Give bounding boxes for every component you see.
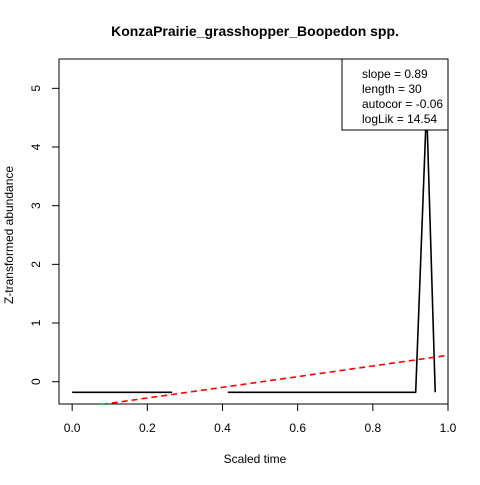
x-axis: 0.0 0.2 0.4 0.6 0.8 1.0 — [64, 403, 457, 435]
y-tick-label: 2 — [29, 261, 43, 268]
plot-area — [72, 105, 448, 404]
chart-title: KonzaPrairie_grasshopper_Boopedon spp. — [111, 23, 399, 39]
y-tick-label: 5 — [29, 85, 43, 92]
x-tick-label: 0.6 — [289, 421, 306, 435]
legend-box — [341, 58, 449, 131]
legend-autocor: autocor = -0.06 — [362, 97, 443, 111]
y-tick-label: 1 — [29, 319, 43, 326]
trend-line — [99, 354, 448, 404]
legend-slope: slope = 0.89 — [362, 67, 428, 81]
x-tick-label: 0.0 — [64, 421, 81, 435]
x-axis-label: Scaled time — [224, 452, 287, 466]
y-axis-label: Z-transformed abundance — [2, 166, 16, 304]
series-line-segment-1 — [227, 105, 437, 394]
x-tick-label: 1.0 — [440, 421, 457, 435]
legend-loglik: logLik = 14.54 — [362, 112, 437, 126]
x-tick-label: 0.2 — [139, 421, 156, 435]
y-tick-label: 3 — [29, 202, 43, 209]
legend-length: length = 30 — [362, 82, 422, 96]
x-tick-label: 0.8 — [364, 421, 381, 435]
y-tick-label: 0 — [29, 378, 43, 385]
y-tick-label: 4 — [29, 143, 43, 150]
y-axis: 0 1 2 3 4 5 — [29, 85, 60, 385]
legend: slope = 0.89 length = 30 autocor = -0.06… — [341, 58, 449, 131]
x-tick-label: 0.4 — [214, 421, 231, 435]
